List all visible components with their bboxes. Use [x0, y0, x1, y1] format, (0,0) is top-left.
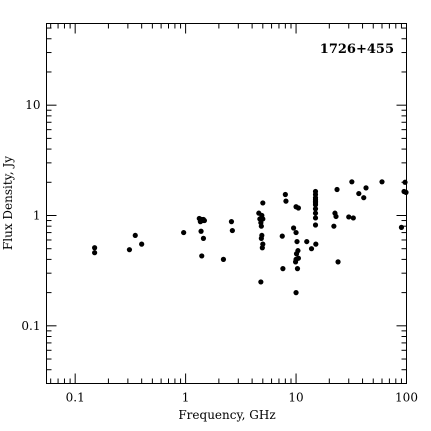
data-point — [349, 179, 355, 185]
data-point — [258, 235, 264, 241]
data-point — [293, 290, 299, 296]
data-point — [346, 214, 352, 220]
data-point — [333, 213, 339, 220]
y-tick-label: 0.1 — [21, 319, 40, 333]
data-point — [312, 210, 319, 216]
data-point — [331, 223, 337, 229]
data-point — [279, 233, 285, 239]
x-axis-label: Frequency, GHz — [178, 408, 275, 422]
data-point — [181, 229, 187, 236]
y-axis-label: Flux Density, Jy — [1, 156, 15, 250]
data-point — [258, 279, 264, 285]
data-point — [294, 238, 300, 245]
data-point — [126, 247, 133, 253]
data-point — [92, 245, 98, 251]
data-point — [350, 215, 356, 221]
plot-frame — [46, 23, 407, 384]
data-point — [293, 251, 300, 257]
x-tick-label: 100 — [395, 391, 418, 405]
x-tick-label: 0.1 — [66, 391, 85, 405]
data-point — [132, 232, 138, 239]
data-point — [294, 266, 301, 272]
data-point — [201, 217, 208, 224]
data-point — [228, 219, 235, 225]
data-point — [402, 179, 408, 185]
data-point — [229, 227, 235, 234]
data-point — [361, 195, 367, 201]
data-point — [379, 179, 385, 185]
data-point — [312, 215, 319, 221]
chart-title: 1726+455 — [320, 42, 394, 57]
data-point — [293, 256, 299, 262]
data-point — [312, 206, 319, 212]
data-point — [199, 253, 205, 259]
data-point — [308, 246, 315, 252]
data-point — [282, 191, 288, 198]
data-point — [356, 190, 362, 197]
data-point — [260, 200, 266, 206]
data-point — [293, 229, 299, 236]
data-point — [403, 189, 409, 195]
y-axis-ticks — [46, 27, 407, 384]
x-tick-label: 10 — [288, 391, 303, 405]
data-point — [312, 200, 319, 206]
data-point — [260, 216, 266, 222]
y-tick-label: 1 — [33, 208, 41, 222]
data-point — [283, 198, 289, 204]
x-axis-tick-labels: 0.1 1 10 100 — [66, 391, 418, 405]
data-point — [280, 266, 286, 272]
data-point — [198, 228, 204, 234]
data-point — [220, 256, 227, 262]
data-point — [200, 235, 207, 241]
x-tick-label: 1 — [182, 391, 190, 405]
data-point — [312, 188, 319, 195]
data-points — [92, 179, 409, 296]
data-point — [290, 225, 297, 231]
data-point — [334, 186, 340, 193]
data-point — [363, 185, 369, 191]
y-axis-tick-labels: 0.1 1 10 — [21, 98, 40, 333]
data-point — [313, 241, 319, 247]
data-point — [398, 224, 405, 231]
y-tick-label: 10 — [25, 98, 40, 112]
data-point — [92, 250, 98, 256]
x-axis-ticks — [50, 23, 407, 384]
data-point — [259, 245, 265, 251]
data-point — [295, 205, 301, 211]
data-point — [335, 259, 341, 265]
data-point — [312, 222, 319, 228]
data-point — [139, 241, 145, 247]
data-point — [258, 223, 264, 229]
data-point — [304, 238, 310, 245]
